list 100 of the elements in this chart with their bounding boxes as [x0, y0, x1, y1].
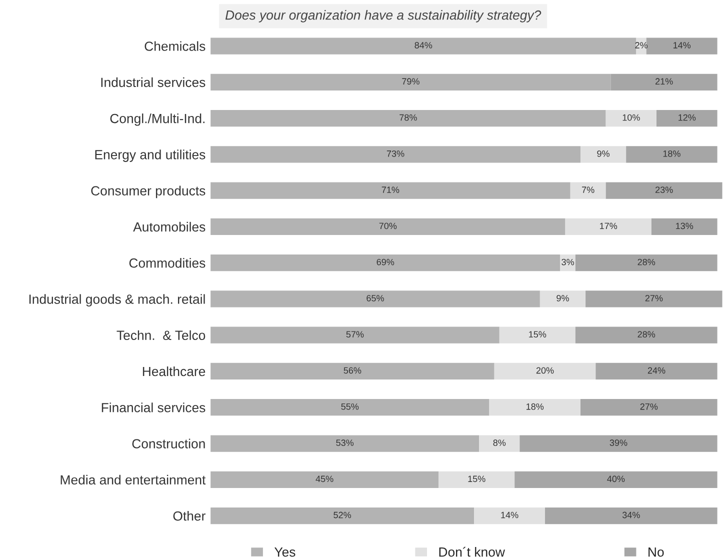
bar	[560, 254, 576, 272]
bar	[210, 110, 606, 127]
y-tick-label: Consumer products	[91, 186, 206, 198]
y-tick-label: Techn. & Telco	[116, 330, 206, 340]
bar	[210, 507, 474, 524]
bar	[494, 362, 596, 380]
data-label: 53%	[336, 440, 354, 446]
bar	[646, 38, 718, 54]
data-label: 15%	[468, 476, 486, 482]
data-label: 45%	[316, 476, 334, 482]
data-label: 55%	[341, 403, 359, 410]
data-label: 27%	[645, 294, 663, 302]
bar	[606, 110, 656, 127]
bar	[210, 38, 636, 54]
bar	[210, 362, 494, 380]
y-tick-label: Construction	[132, 438, 205, 448]
data-label: 28%	[638, 331, 656, 338]
data-label: 10%	[622, 114, 640, 121]
data-label: 13%	[676, 222, 694, 230]
bar	[210, 326, 500, 344]
data-label: 39%	[610, 440, 628, 446]
data-label: 56%	[344, 367, 362, 374]
bar	[438, 471, 515, 488]
bar	[210, 74, 611, 90]
bar	[656, 110, 718, 127]
bar	[580, 399, 718, 416]
data-label: 18%	[526, 403, 544, 410]
y-tick-label: Chemicals	[144, 41, 206, 51]
data-label: 2%	[635, 42, 648, 48]
data-label: 15%	[529, 331, 546, 338]
data-label: 20%	[536, 367, 554, 374]
bar	[210, 218, 566, 236]
y-tick-label: Automobiles	[133, 222, 206, 232]
bar	[575, 326, 718, 344]
data-label: 14%	[673, 42, 691, 48]
data-label: 40%	[607, 476, 625, 482]
bar	[565, 218, 652, 236]
data-label: 69%	[376, 258, 394, 266]
data-label: 28%	[638, 258, 656, 266]
y-tick-label: Other	[173, 510, 206, 521]
data-label: 24%	[648, 367, 666, 374]
bar	[575, 254, 718, 272]
bar	[210, 182, 570, 199]
data-label: 84%	[414, 42, 432, 48]
data-label: 23%	[656, 186, 673, 193]
y-tick-label: Commodities	[129, 258, 206, 268]
data-label: 79%	[402, 78, 420, 85]
bar	[210, 290, 540, 308]
y-tick-label: Media and entertainment	[60, 474, 206, 485]
legend-label: Yes	[274, 547, 296, 557]
bar	[210, 471, 439, 488]
data-label: 73%	[386, 150, 404, 157]
bar	[489, 399, 580, 416]
bar	[520, 435, 718, 452]
bar	[636, 38, 646, 54]
data-label: 9%	[597, 150, 610, 157]
bar	[210, 146, 580, 163]
data-label: 78%	[400, 114, 417, 121]
data-label: 70%	[379, 222, 397, 230]
data-label: 14%	[501, 512, 518, 518]
data-label: 21%	[656, 78, 673, 85]
bar	[626, 146, 718, 163]
bar	[479, 435, 520, 452]
data-label: 57%	[346, 331, 364, 338]
y-tick-label: Congl./Multi-Ind.	[110, 114, 204, 126]
bar	[596, 362, 718, 380]
data-label: 71%	[382, 186, 400, 193]
bar	[570, 182, 606, 199]
chart-title: Does your organization have a sustainability strategy?	[225, 10, 542, 22]
data-label: 65%	[366, 294, 384, 302]
y-tick-label: Industrial services	[101, 77, 206, 88]
bar	[540, 290, 586, 308]
y-tick-label: Healthcare	[142, 366, 206, 376]
bar	[545, 507, 718, 524]
legend-label: Don´t know	[439, 546, 505, 557]
bar	[580, 146, 626, 163]
data-label: 12%	[678, 114, 696, 121]
bar	[210, 435, 480, 452]
y-tick-label: Industrial goods & mach. retail	[29, 294, 205, 306]
data-label: 27%	[640, 403, 658, 410]
data-label: 34%	[622, 512, 640, 518]
data-label: 9%	[556, 294, 569, 302]
bar	[651, 218, 718, 236]
bar	[610, 74, 718, 90]
bar	[514, 471, 718, 488]
data-label: 8%	[493, 440, 506, 446]
data-label: 3%	[562, 258, 574, 266]
y-tick-label: Energy and utilities	[95, 150, 206, 162]
bar	[474, 507, 546, 524]
data-label: 52%	[334, 512, 352, 518]
bar	[499, 326, 576, 344]
data-label: 18%	[663, 150, 680, 157]
bar	[606, 182, 722, 199]
y-tick-label: Financial services	[102, 402, 206, 412]
bar	[210, 399, 490, 416]
data-label: 17%	[600, 222, 618, 230]
bar	[586, 290, 722, 308]
data-label: 7%	[582, 186, 594, 193]
legend-label: No	[648, 547, 664, 557]
bar	[210, 254, 560, 272]
